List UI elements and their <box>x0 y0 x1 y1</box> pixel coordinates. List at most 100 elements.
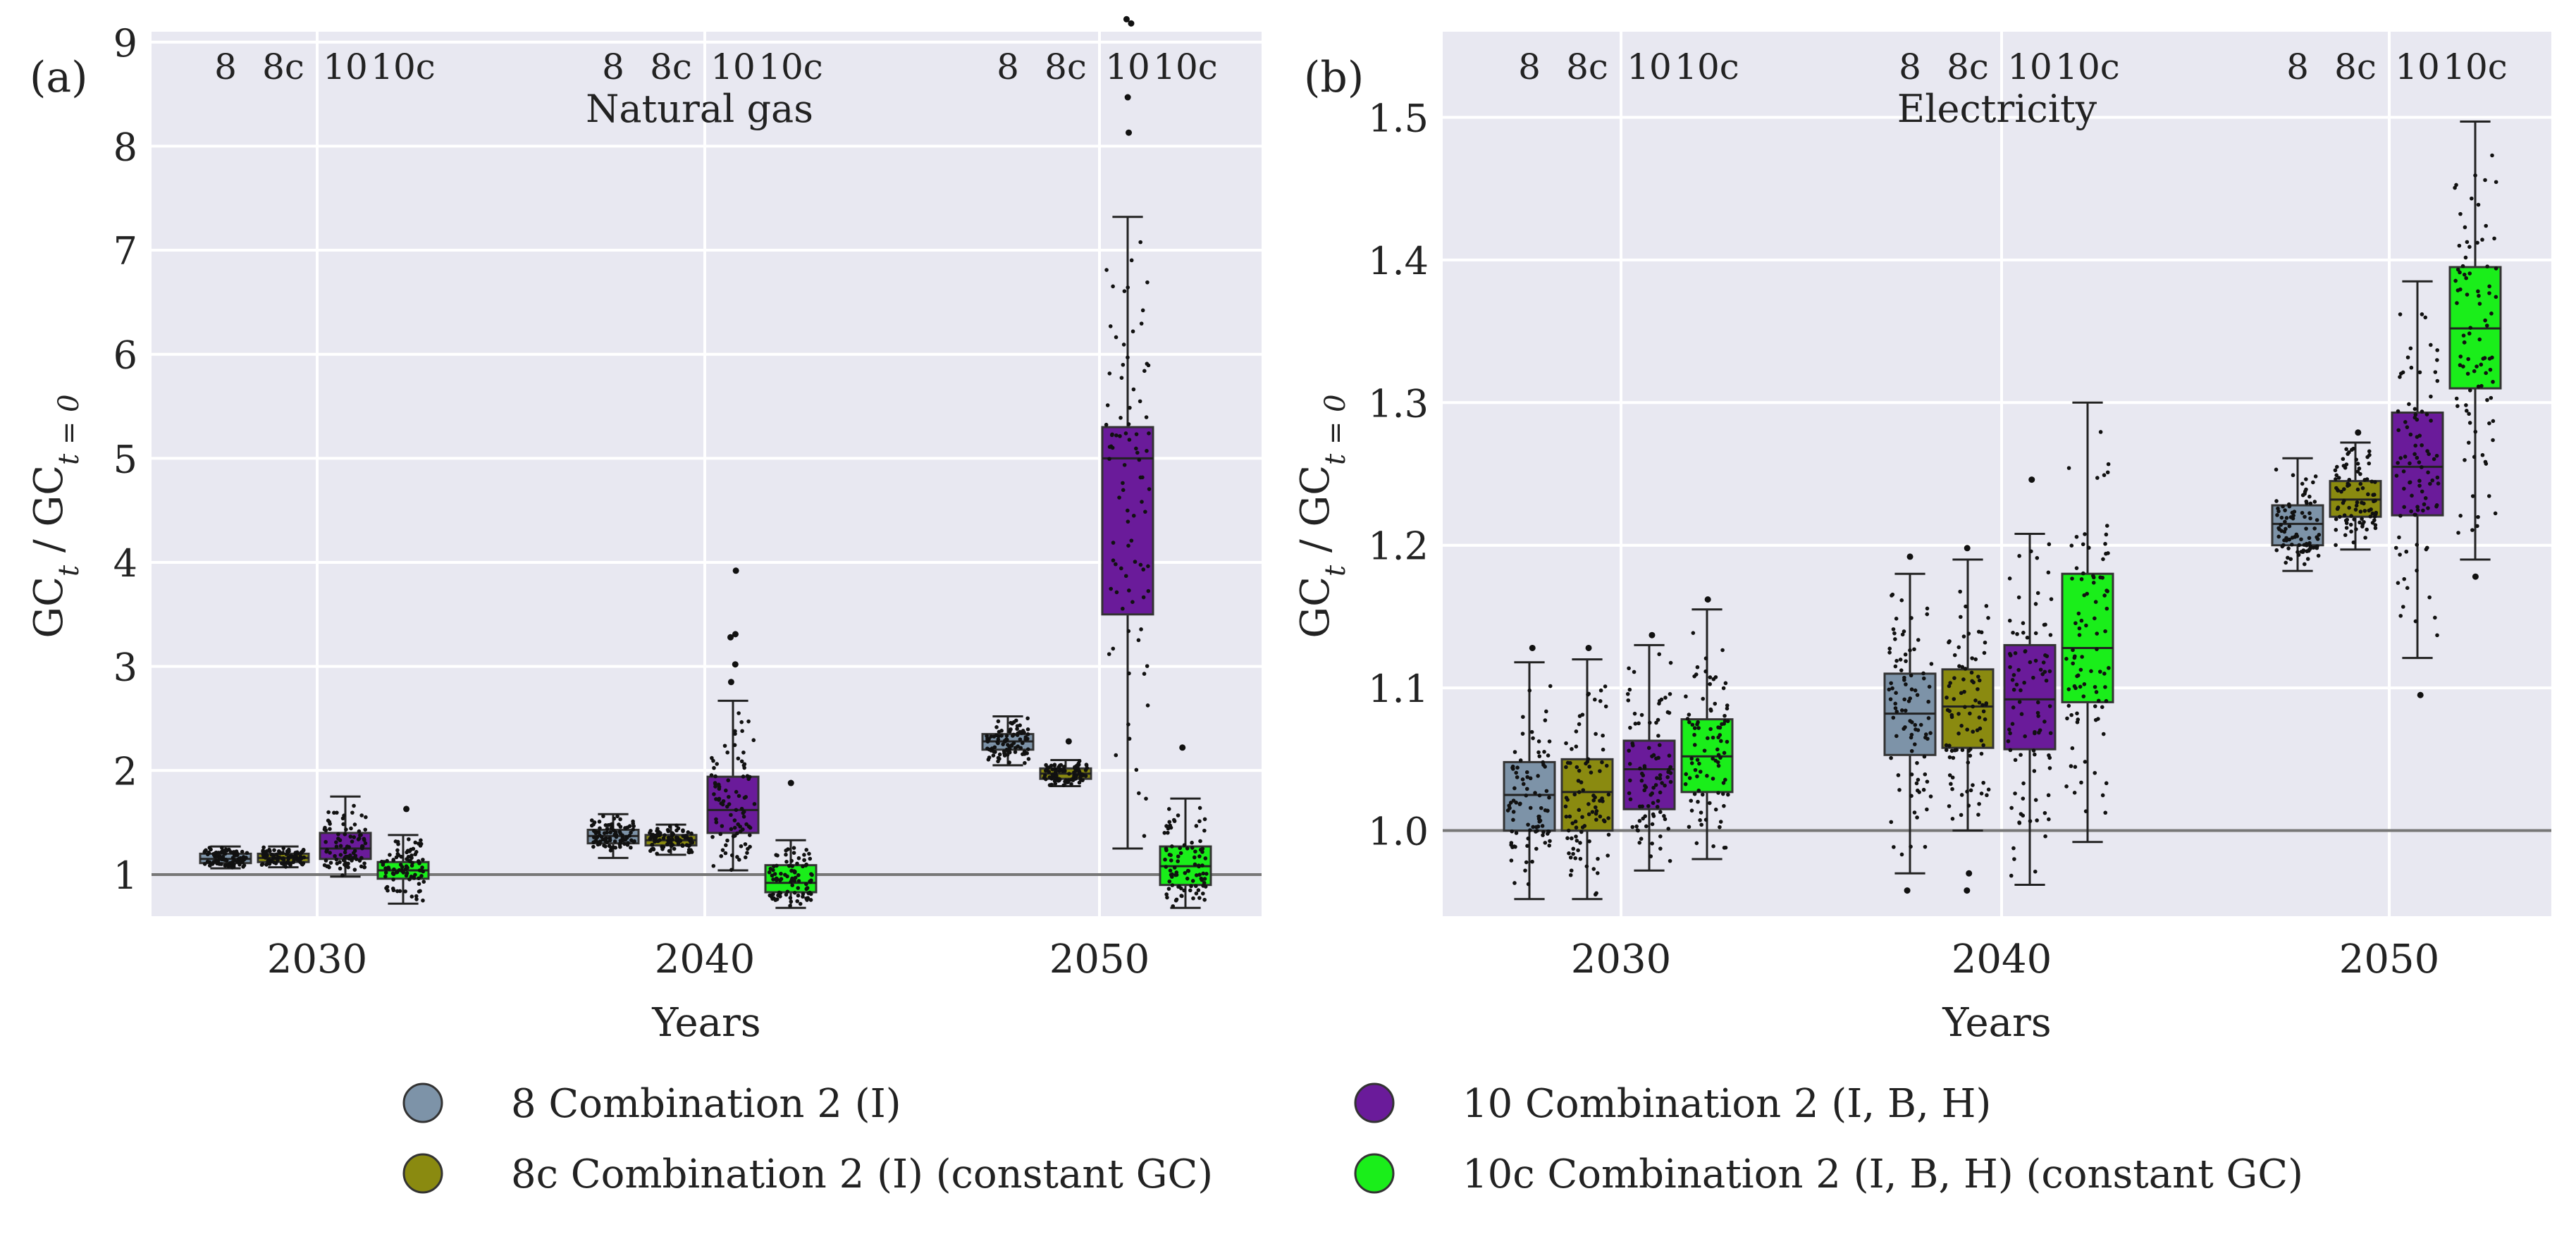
data-point <box>1711 777 1715 781</box>
data-point <box>712 792 716 796</box>
data-point <box>1104 268 1109 272</box>
data-point <box>1650 791 1654 796</box>
data-point <box>2102 672 2107 676</box>
data-point <box>1025 747 1030 751</box>
data-point <box>1203 856 1208 860</box>
data-point <box>1178 846 1183 851</box>
outlier-point <box>1126 129 1133 136</box>
data-point <box>245 851 249 856</box>
data-point <box>1720 791 1725 796</box>
data-point <box>2076 611 2081 616</box>
data-point <box>1966 803 1971 808</box>
data-point <box>1899 852 1904 857</box>
data-point <box>2009 806 2014 810</box>
outlier-point <box>2472 573 2479 580</box>
data-point <box>1131 387 1136 392</box>
data-point <box>2286 555 2290 560</box>
data-point <box>1894 710 1899 714</box>
data-point <box>2303 514 2307 519</box>
data-point <box>808 856 813 861</box>
data-point <box>772 872 777 876</box>
data-point <box>1973 657 1978 662</box>
data-point <box>2398 514 2403 518</box>
data-point <box>2468 326 2472 330</box>
data-point <box>1062 765 1066 769</box>
data-point <box>1574 729 1579 734</box>
data-point <box>2464 276 2468 280</box>
data-point <box>2351 446 2356 451</box>
data-point <box>2409 509 2413 514</box>
data-point <box>1913 742 1917 746</box>
data-point <box>2048 633 2053 637</box>
data-point <box>241 865 245 869</box>
data-point <box>1594 809 1599 813</box>
data-point <box>1639 837 1644 841</box>
y-axis-label: GCt / GCt = 0 <box>1293 394 1352 638</box>
data-point <box>1025 716 1030 721</box>
data-point <box>2413 412 2418 417</box>
data-point <box>2351 540 2356 545</box>
data-point <box>796 886 801 890</box>
data-point <box>1719 739 1723 744</box>
data-point <box>1127 588 1131 593</box>
data-point <box>2396 581 2401 585</box>
data-point <box>345 854 350 859</box>
data-point <box>997 752 1002 757</box>
data-point <box>2290 536 2295 540</box>
data-point <box>1639 778 1644 783</box>
data-point <box>724 788 728 793</box>
data-point <box>1511 817 1515 822</box>
data-point <box>2308 501 2313 506</box>
data-point <box>2485 264 2489 269</box>
data-point <box>285 860 290 865</box>
data-point <box>272 848 276 853</box>
data-point <box>343 863 348 868</box>
data-point <box>1126 285 1130 290</box>
data-point <box>2093 717 2098 722</box>
data-point <box>1075 763 1079 767</box>
data-point <box>2279 522 2283 527</box>
y-tick-label: 4 <box>113 541 137 586</box>
data-point <box>1908 648 1912 653</box>
data-point <box>2077 633 2082 637</box>
data-point <box>268 849 272 853</box>
data-point <box>2352 517 2357 522</box>
data-point <box>1200 846 1205 851</box>
data-point <box>741 827 745 832</box>
series-top-label: 8c <box>650 47 692 87</box>
data-point <box>2288 557 2293 562</box>
data-point <box>1126 722 1130 727</box>
data-point <box>2010 722 2015 726</box>
legend-item: 10 Combination 2 (I, B, H) <box>1354 1081 1991 1127</box>
data-point <box>1534 829 1538 834</box>
data-point <box>745 851 749 855</box>
box-10-2030 <box>319 795 372 878</box>
data-point <box>2467 421 2472 425</box>
data-point <box>2396 409 2401 414</box>
data-point <box>2354 503 2359 508</box>
data-point <box>788 903 792 908</box>
data-point <box>2487 284 2491 289</box>
data-point <box>1107 371 1112 376</box>
data-point <box>2336 505 2341 510</box>
data-point <box>684 843 689 847</box>
data-point <box>2291 513 2295 518</box>
data-point <box>1544 789 1549 794</box>
data-point <box>2373 480 2377 484</box>
data-point <box>796 893 801 898</box>
data-point <box>1135 450 1140 455</box>
data-point <box>1537 754 1542 758</box>
data-point <box>2086 545 2091 550</box>
data-point <box>1167 879 1172 884</box>
data-point <box>362 837 366 841</box>
data-point <box>1565 760 1570 765</box>
data-point <box>1945 696 1949 700</box>
data-point <box>2408 480 2412 485</box>
data-point <box>1893 664 1898 669</box>
data-point <box>2347 477 2352 482</box>
data-point <box>1138 399 1142 404</box>
data-point <box>1928 731 1933 735</box>
data-point <box>1197 864 1201 869</box>
data-point <box>1897 788 1902 792</box>
data-point <box>1529 729 1534 734</box>
